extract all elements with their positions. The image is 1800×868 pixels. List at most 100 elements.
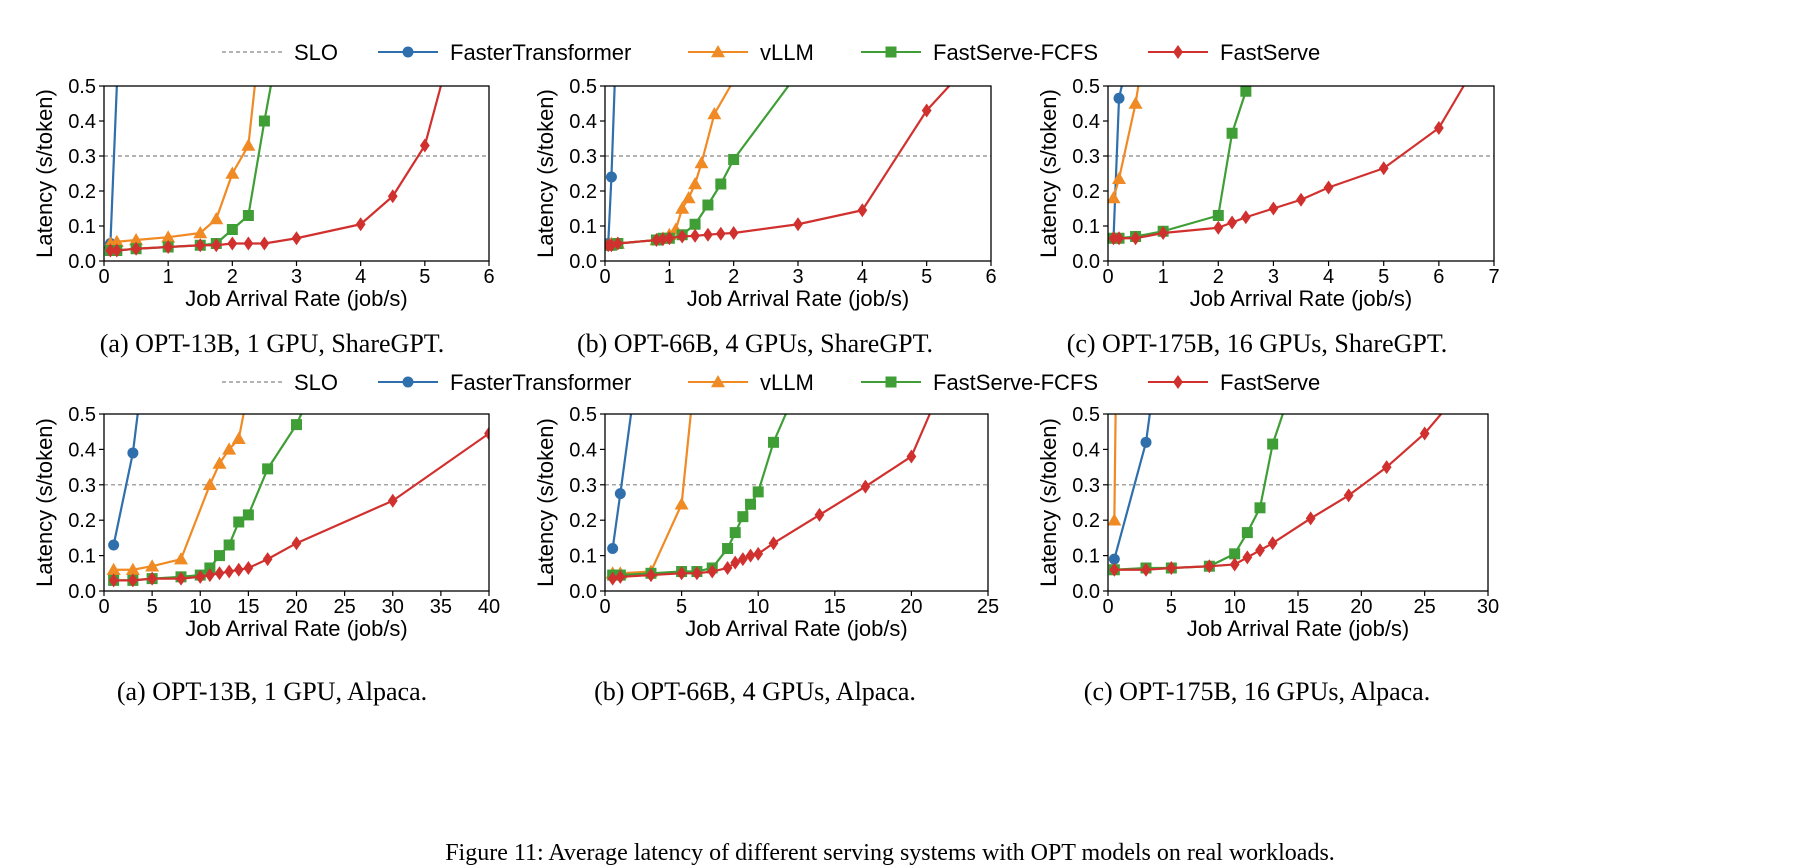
- data-point-vllm: [125, 562, 140, 576]
- y-tick-label: 0.5: [68, 76, 96, 98]
- legend-marker-fastertransformer: [402, 46, 414, 58]
- data-point-fastserve-fcfs: [1267, 438, 1279, 450]
- data-point-fastertransformer: [127, 447, 139, 459]
- legend-label-fastertransformer: FasterTransformer: [450, 370, 631, 395]
- data-point-fastertransformer: [1108, 553, 1120, 565]
- legend-marker-vllm: [711, 375, 725, 388]
- series-fastserve: [105, 85, 442, 258]
- x-axis-label: Job Arrival Rate (job/s): [1187, 616, 1410, 641]
- subfigure-caption: (c) OPT-175B, 16 GPUs, ShareGPT.: [1067, 329, 1448, 358]
- data-point-vllm: [109, 234, 124, 247]
- x-tick-label: 3: [792, 266, 803, 288]
- data-point-fastserve: [291, 536, 302, 551]
- y-tick-label: 0.4: [1072, 111, 1100, 133]
- y-tick-label: 0.2: [569, 181, 597, 203]
- y-tick-label: 0.3: [569, 475, 597, 497]
- y-axis-label: Latency (s/token): [1036, 89, 1061, 258]
- data-point-fastserve-fcfs: [1226, 127, 1238, 139]
- x-tick-label: 3: [291, 266, 302, 288]
- x-tick-label: 15: [237, 596, 259, 618]
- y-axis-label: Latency (s/token): [533, 418, 558, 587]
- data-point-fastserve-fcfs: [214, 550, 225, 562]
- data-point-fastserve: [204, 568, 215, 583]
- data-point-fastserve: [612, 236, 623, 251]
- data-point-fastserve: [1108, 231, 1119, 246]
- data-point-fastserve-fcfs: [1240, 85, 1252, 97]
- data-point-fastertransformer: [108, 539, 120, 551]
- data-point-fastserve: [195, 238, 206, 253]
- data-point-fastserve: [1240, 210, 1251, 225]
- y-tick-label: 0.0: [569, 251, 597, 273]
- y-tick-label: 0.3: [569, 146, 597, 168]
- x-tick-label: 5: [676, 596, 687, 618]
- data-point-vllm: [688, 177, 703, 190]
- data-point-fastserve: [690, 228, 700, 243]
- data-point-fastserve: [176, 571, 186, 586]
- data-point-fastserve-fcfs: [752, 486, 764, 498]
- data-point-fastserve: [484, 426, 489, 441]
- legend-item-fastserve-fcfs: FastServe-FCFS: [861, 370, 1098, 395]
- data-point-fastserve-fcfs: [715, 178, 727, 190]
- x-tick-label: 1: [1158, 266, 1169, 288]
- series-line-fastserve: [1114, 413, 1442, 571]
- data-point-fastserve-fcfs: [768, 436, 780, 448]
- x-tick-label: 35: [430, 596, 452, 618]
- series-fastserve: [108, 426, 489, 588]
- x-axis-label: Job Arrival Rate (job/s): [185, 616, 408, 641]
- legend-item-fastertransformer: FasterTransformer: [378, 370, 631, 395]
- data-point-fastertransformer: [1113, 92, 1125, 104]
- data-point-fastserve: [259, 236, 270, 251]
- data-point-fastserve: [607, 571, 618, 586]
- plot-frame: [1107, 413, 1489, 592]
- legend-marker-fastserve: [1173, 375, 1183, 389]
- data-point-fastserve: [1378, 161, 1389, 176]
- data-point-fastserve-fcfs: [737, 511, 749, 523]
- y-tick-label: 0.3: [68, 146, 96, 168]
- x-tick-label: 15: [824, 596, 846, 618]
- x-tick-label: 4: [1323, 266, 1334, 288]
- series-fastserve: [1109, 413, 1442, 577]
- y-tick-label: 0.0: [68, 581, 96, 603]
- legend-label-fastserve-fcfs: FastServe-FCFS: [933, 40, 1098, 65]
- x-tick-label: 3: [1268, 266, 1279, 288]
- series-line-fastertransformer: [607, 85, 616, 244]
- data-point-vllm: [129, 233, 144, 246]
- data-point-fastserve: [147, 571, 158, 586]
- data-point-fastserve: [211, 238, 222, 253]
- y-tick-label: 0.5: [1072, 76, 1100, 98]
- data-point-fastserve: [214, 566, 225, 581]
- data-point-fastserve-fcfs: [1212, 210, 1224, 221]
- x-tick-label: 5: [1166, 596, 1177, 618]
- data-point-fastserve: [131, 241, 141, 256]
- data-point-fastserve: [722, 560, 733, 575]
- x-tick-label: 5: [419, 266, 430, 288]
- plot-frame: [1107, 85, 1495, 262]
- data-point-fastserve: [1343, 488, 1354, 503]
- series-vllm: [106, 413, 246, 576]
- series-vllm: [104, 85, 256, 249]
- data-point-fastserve: [677, 229, 688, 244]
- y-tick-label: 0.5: [1072, 404, 1100, 426]
- y-tick-label: 0.0: [569, 581, 597, 603]
- data-point-fastserve: [921, 103, 932, 118]
- data-point-fastserve: [676, 566, 687, 581]
- y-tick-label: 0.1: [569, 546, 597, 568]
- data-point-fastserve: [814, 507, 825, 522]
- y-axis-label: Latency (s/token): [533, 89, 558, 258]
- legend-marker-fastertransformer: [402, 376, 414, 388]
- x-tick-label: 4: [355, 266, 366, 288]
- legend-item-fastserve: FastServe: [1148, 40, 1320, 65]
- chart-panel-3: 0 1 2 3 4 5 6 7 0.0 0.1 0.2 0.3 0.4 0.5 Job Arrival Ra…: [1036, 76, 1500, 358]
- data-point-fastertransformer: [614, 488, 626, 500]
- data-point-vllm: [209, 212, 224, 225]
- x-axis-label: Job Arrival Rate (job/s): [687, 286, 910, 311]
- data-point-fastserve-fcfs: [702, 199, 714, 211]
- y-tick-label: 0.5: [569, 404, 597, 426]
- data-point-fastserve: [1433, 121, 1444, 135]
- data-point-fastserve-fcfs: [722, 543, 734, 555]
- series-line-fastertransformer: [611, 413, 633, 549]
- x-tick-label: 0: [1102, 266, 1113, 288]
- data-point-vllm: [674, 497, 689, 510]
- data-point-fastserve-fcfs: [291, 419, 302, 431]
- data-point-fastertransformer: [605, 171, 617, 183]
